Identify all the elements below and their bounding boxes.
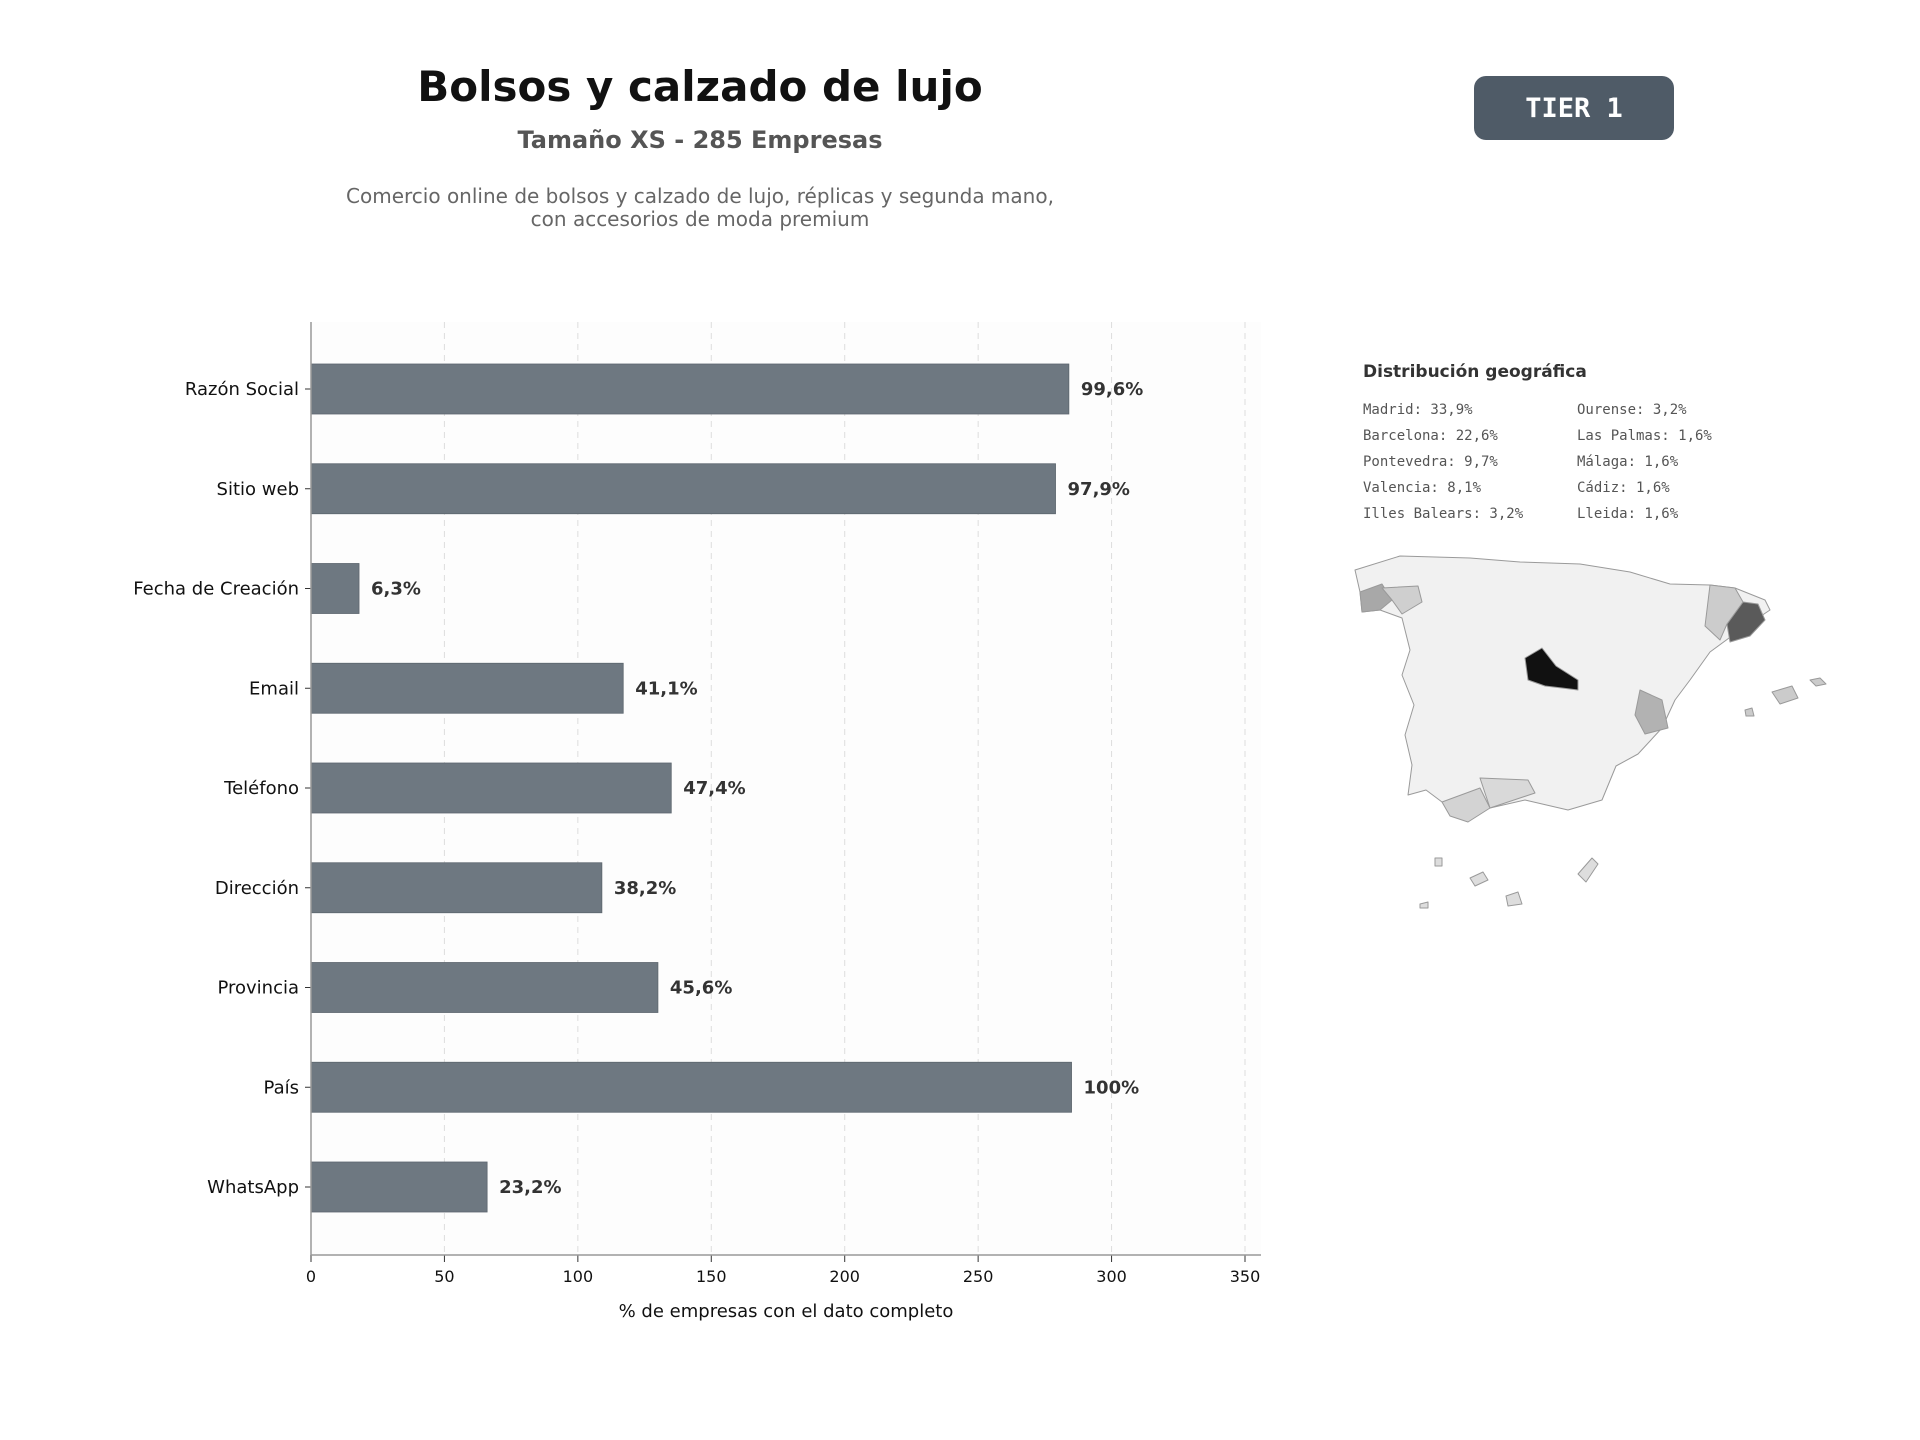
map-balearic-islands: [1744, 677, 1827, 717]
geo-item: Lleida: 1,6%: [1577, 506, 1679, 522]
bar: [310, 1161, 488, 1213]
bar: [310, 1061, 1072, 1113]
geo-item: Madrid: 33,9%: [1363, 402, 1473, 418]
description-line-2: con accesorios de moda premium: [530, 207, 870, 231]
category-label: País: [264, 1077, 299, 1098]
map-cadiz: [1441, 787, 1491, 823]
x-tick-label: 0: [306, 1267, 316, 1286]
chart-description: Comercio online de bolsos y calzado de l…: [250, 185, 1150, 231]
value-label: 97,9%: [1068, 479, 1130, 500]
bar-chart: 99,6% 97,9% 6,3% 41,1% 47,4% 38,2% 45,6% 100% 23…: [133, 322, 1261, 1322]
map-canary-islands: [1419, 857, 1599, 909]
map-valencia: [1634, 689, 1669, 735]
bar: [310, 762, 672, 814]
value-label: 45,6%: [670, 978, 732, 999]
category-label: Dirección: [215, 878, 299, 899]
x-tick-label: 300: [1096, 1267, 1127, 1286]
spain-map: [1354, 555, 1827, 909]
bar: [310, 563, 360, 614]
geo-item: Ourense: 3,2%: [1577, 402, 1687, 418]
x-axis-label: % de empresas con el dato completo: [619, 1301, 954, 1322]
category-label: Razón Social: [185, 379, 299, 400]
geo-item: Valencia: 8,1%: [1363, 480, 1482, 496]
geo-item: Cádiz: 1,6%: [1577, 480, 1670, 496]
geo-item: Málaga: 1,6%: [1577, 454, 1679, 470]
category-label: Provincia: [217, 978, 299, 999]
category-label: WhatsApp: [207, 1177, 299, 1198]
value-label: 6,3%: [371, 579, 421, 600]
geo-item: Las Palmas: 1,6%: [1577, 428, 1712, 444]
geo-item: Illes Balears: 3,2%: [1363, 506, 1524, 522]
category-label: Fecha de Creación: [133, 579, 299, 600]
geo-title: Distribución geográfica: [1363, 362, 1587, 382]
value-label: 38,2%: [614, 878, 676, 899]
value-label: 100%: [1084, 1077, 1140, 1098]
x-tick-label: 150: [696, 1267, 727, 1286]
chart-title: Bolsos y calzado de lujo: [417, 62, 983, 111]
tier-badge: TIER 1: [1474, 76, 1674, 140]
geo-item: Barcelona: 22,6%: [1363, 428, 1498, 444]
x-tick-label: 350: [1230, 1267, 1261, 1286]
bar: [310, 463, 1056, 515]
category-labels: Razón Social Sitio web Fecha de Creación Em…: [133, 379, 311, 1198]
category-label: Email: [249, 678, 299, 699]
description-line-1: Comercio online de bolsos y calzado de l…: [346, 184, 1054, 208]
category-label: Teléfono: [223, 778, 299, 799]
bars: [310, 363, 1072, 1213]
value-label: 99,6%: [1081, 379, 1143, 400]
bar: [310, 862, 603, 914]
map-ourense: [1381, 585, 1423, 615]
x-tick-label: 250: [963, 1267, 994, 1286]
map-lleida: [1704, 584, 1744, 641]
x-tick-label: 200: [829, 1267, 860, 1286]
bar: [310, 962, 659, 1013]
x-tick-label: 50: [434, 1267, 454, 1286]
bar: [310, 662, 624, 714]
value-label: 47,4%: [683, 778, 745, 799]
map-malaga: [1479, 777, 1536, 809]
x-tick-label: 100: [563, 1267, 594, 1286]
geo-distribution-list: Madrid: 33,9% Ourense: 3,2% Barcelona: 22,…: [1363, 400, 1783, 524]
x-ticks: 0 50 100 150 200 250 300 350: [306, 1255, 1260, 1286]
value-labels: 99,6% 97,9% 6,3% 41,1% 47,4% 38,2% 45,6% 100% 23…: [371, 379, 1143, 1198]
value-label: 41,1%: [635, 678, 697, 699]
bar: [310, 363, 1070, 415]
geo-item: Pontevedra: 9,7%: [1363, 454, 1498, 470]
value-label: 23,2%: [499, 1177, 561, 1198]
chart-subtitle: Tamaño XS - 285 Empresas: [517, 126, 883, 154]
map-madrid: [1524, 647, 1579, 691]
category-label: Sitio web: [217, 479, 299, 500]
